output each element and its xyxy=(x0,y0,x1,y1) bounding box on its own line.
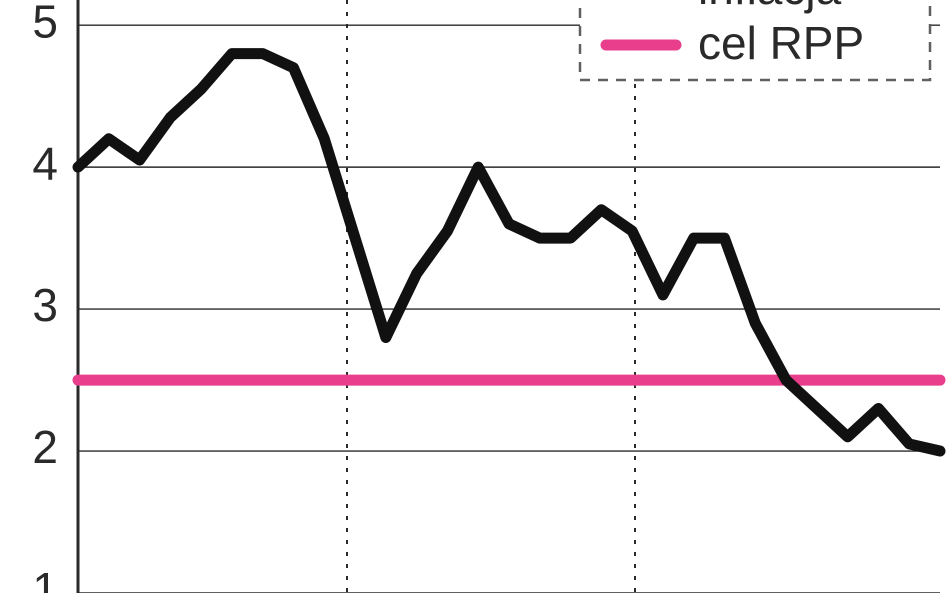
series-inflacja xyxy=(78,54,940,451)
legend-label-inflacja: inflacja xyxy=(698,0,842,14)
y-tick-label: 5 xyxy=(32,0,58,47)
legend: inflacja cel RPP xyxy=(580,0,930,80)
y-tick-label: 3 xyxy=(32,279,58,331)
legend-label-cel_rpp: cel RPP xyxy=(698,17,864,69)
y-tick-label: 2 xyxy=(32,421,58,473)
y-tick-label: 1 xyxy=(32,563,58,593)
y-tick-label: 4 xyxy=(32,137,58,189)
inflation-chart: 1 2 3 4 5 inflacja cel RPP xyxy=(0,0,948,593)
